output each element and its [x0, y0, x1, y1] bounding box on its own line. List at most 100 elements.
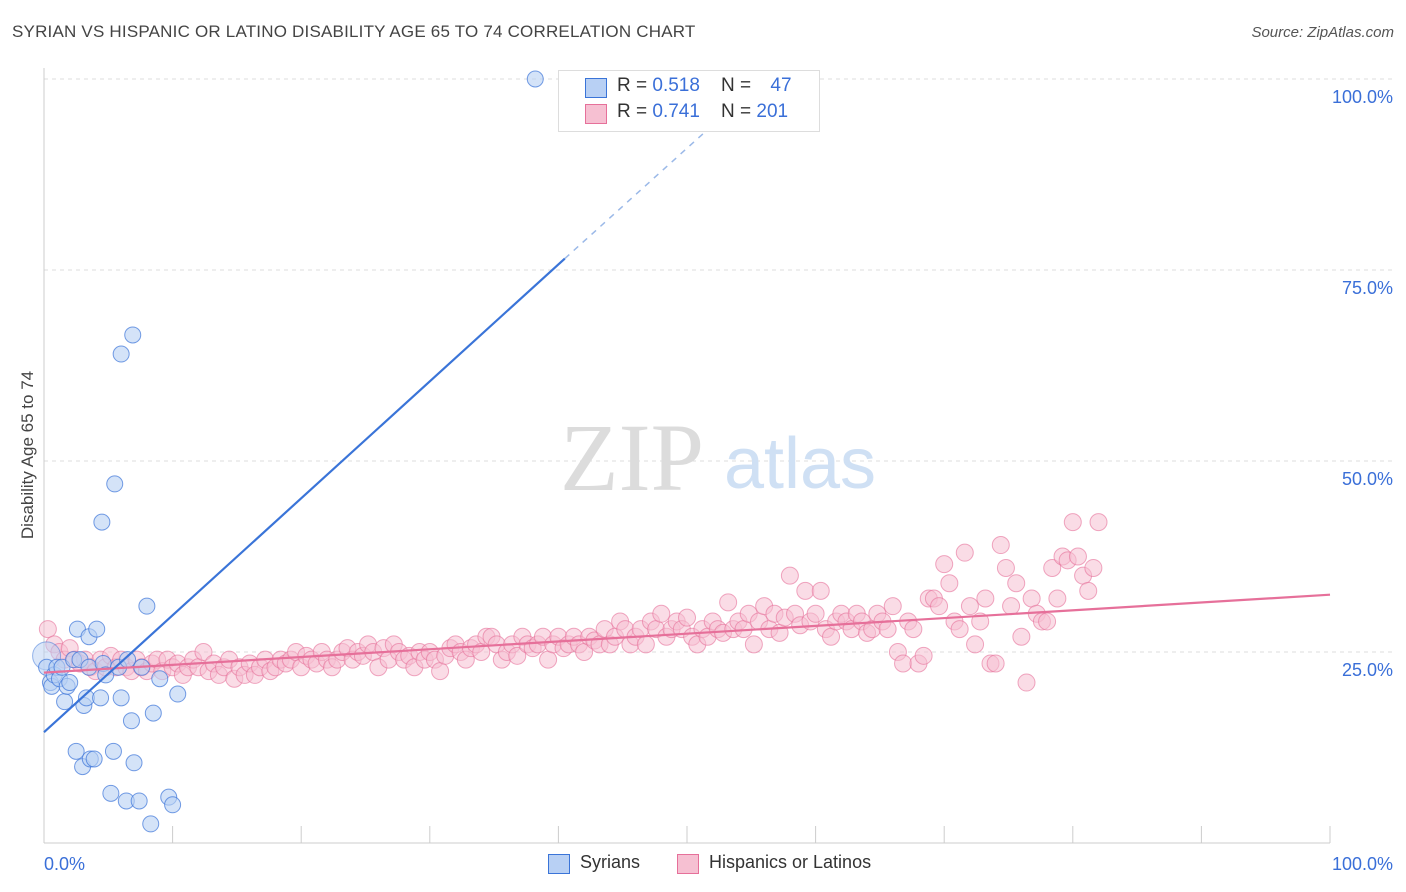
syrian-point: [80, 658, 98, 676]
legend-n-value-hispanic: 201: [756, 101, 789, 122]
hispanic-point: [1002, 597, 1021, 616]
syrian-point: [122, 712, 140, 730]
syrian-point: [88, 620, 106, 638]
hispanic-point: [996, 558, 1015, 577]
hispanic-point: [940, 574, 959, 593]
hispanic-point: [1068, 547, 1087, 566]
legend-n-value-syrian: 47: [770, 75, 792, 96]
y-axis-label: Disability Age 65 to 74: [18, 371, 37, 539]
hispanic-point: [1063, 513, 1082, 532]
hispanic-point: [955, 543, 974, 562]
hispanic-point: [894, 654, 913, 673]
legend: R = 0.518 N = 47 R = 0.741 N = 201: [558, 70, 820, 132]
syrian-point: [130, 792, 148, 810]
syrian-point: [93, 513, 111, 531]
syrian-trend-extension: [564, 112, 727, 260]
x-tick-label: 0.0%: [44, 854, 85, 874]
hispanic-point: [960, 597, 979, 616]
watermark-atlas: atlas: [724, 424, 876, 504]
hispanic-point: [991, 536, 1010, 555]
legend-swatch-syrian: [585, 78, 607, 98]
hispanic-point: [1012, 627, 1031, 646]
hispanic-point: [1017, 673, 1036, 692]
legend-n-label: N =: [721, 101, 757, 122]
syrian-point: [106, 475, 124, 493]
source-label: Source: ZipAtlas.com: [1251, 24, 1394, 41]
hispanic-trend-line: [43, 593, 1331, 674]
syrian-point: [169, 685, 187, 703]
legend-r-label: R =: [617, 75, 653, 96]
bottom-legend-swatch-syrian: [548, 854, 570, 874]
syrian-point: [142, 815, 160, 833]
hispanic-point: [636, 635, 655, 654]
chart-title: SYRIAN VS HISPANIC OR LATINO DISABILITY …: [12, 22, 696, 41]
syrian-point: [104, 742, 122, 760]
hispanic-point: [678, 608, 696, 627]
hispanic-point: [1043, 558, 1062, 577]
syrian-point: [125, 754, 143, 772]
syrian-point: [124, 326, 142, 344]
hispanic-point: [508, 646, 527, 665]
hispanic-point: [1038, 612, 1057, 631]
hispanic-point: [904, 620, 923, 639]
hispanic-point: [1079, 581, 1098, 600]
syrian-point: [112, 689, 130, 707]
y-tick-label: 50.0%: [1342, 469, 1393, 489]
hispanic-point: [966, 635, 985, 654]
hispanic-point: [822, 627, 841, 646]
legend-swatch-hispanic: [585, 104, 607, 124]
hispanic-point: [652, 604, 671, 623]
hispanic-point: [744, 635, 763, 654]
axes: [43, 68, 1331, 844]
hispanic-point: [986, 654, 1005, 673]
syrian-points: [32, 70, 544, 833]
y-tick-label: 100.0%: [1332, 87, 1393, 107]
syrian-point: [164, 796, 182, 814]
syrian-point: [119, 651, 137, 669]
legend-r-label: R =: [617, 101, 653, 122]
hispanic-point: [914, 646, 933, 665]
hispanic-point: [806, 604, 825, 623]
hispanic-point: [930, 597, 949, 616]
bottom-legend-label-hispanic: Hispanics or Latinos: [709, 852, 872, 872]
tick-labels: 25.0% 50.0% 75.0% 100.0% 0.0% 100.0%: [44, 87, 1393, 874]
hispanic-point: [1084, 558, 1103, 577]
syrian-trend-line: [43, 257, 566, 734]
gridlines: [44, 78, 1393, 653]
watermark: ZIP atlas: [560, 404, 876, 511]
hispanic-point: [950, 620, 969, 639]
hispanic-point: [431, 662, 450, 681]
syrian-point: [67, 742, 85, 760]
y-tick-label: 25.0%: [1342, 660, 1393, 680]
hispanic-point: [935, 555, 954, 574]
hispanic-point: [811, 581, 830, 600]
syrian-point: [92, 689, 110, 707]
y-tick-label: 75.0%: [1342, 278, 1393, 298]
hispanic-point: [539, 650, 558, 669]
legend-r-value-syrian: 0.518: [652, 75, 700, 96]
trend-lines: [43, 112, 1331, 734]
x-tick-label: 100.0%: [1332, 854, 1393, 874]
bottom-legend-label-syrian: Syrians: [580, 852, 641, 872]
hispanic-point: [976, 589, 995, 608]
hispanic-point: [878, 620, 897, 639]
hispanic-point: [1007, 574, 1026, 593]
hispanic-point: [780, 566, 799, 585]
bottom-legend-swatch-hispanic: [677, 854, 699, 874]
syrian-point: [138, 597, 156, 615]
legend-r-value-hispanic: 0.741: [652, 101, 700, 122]
syrian-point: [144, 704, 162, 722]
hispanic-point: [194, 643, 213, 661]
hispanic-point: [1022, 589, 1041, 608]
syrian-point: [526, 70, 544, 88]
syrian-point: [85, 750, 103, 768]
syrian-point: [61, 674, 79, 692]
hispanic-point: [719, 593, 738, 612]
syrian-point: [112, 345, 130, 363]
watermark-zip: ZIP: [560, 404, 704, 511]
hispanic-points: [38, 513, 1108, 692]
hispanic-point: [38, 620, 57, 639]
hispanic-point: [1048, 589, 1067, 608]
syrian-point: [102, 784, 120, 802]
